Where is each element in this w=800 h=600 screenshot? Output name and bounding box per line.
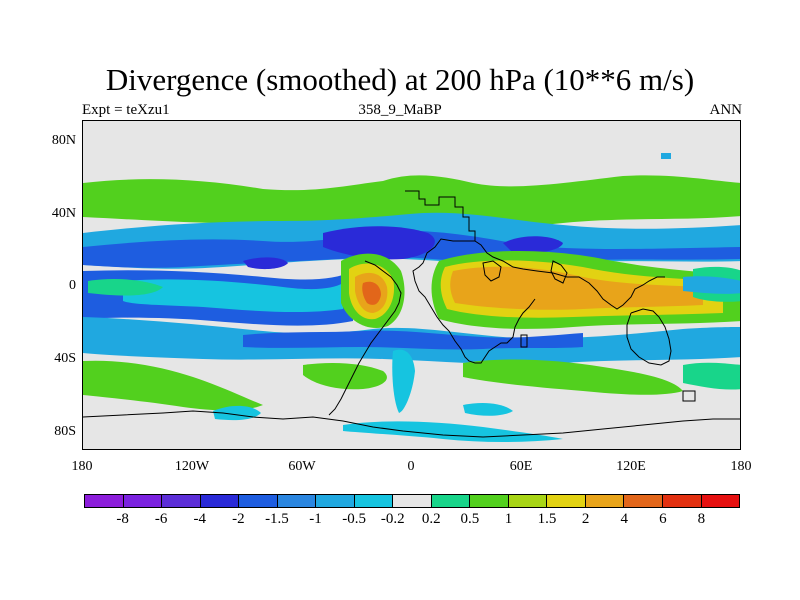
- deep-blue-core-north: [323, 226, 435, 260]
- south-green-band: [83, 360, 263, 411]
- south-green-atlantic: [303, 363, 387, 390]
- legend-label: 1.5: [537, 511, 557, 527]
- coast-australia: [626, 308, 672, 366]
- legend-color-box: [508, 495, 548, 507]
- legend-color-box: [662, 495, 702, 507]
- y-tick-80n: 80N: [51, 133, 76, 148]
- y-tick-0: 0: [69, 278, 76, 293]
- legend-color-box: [585, 495, 625, 507]
- y-tick-40n: 40N: [51, 206, 76, 221]
- legend-color-box: [547, 495, 586, 507]
- x-tick-180-west: 180: [71, 459, 93, 474]
- legend-label: -1.5: [265, 511, 289, 527]
- legend-label: 0.5: [460, 511, 480, 527]
- legend-label: -2: [232, 511, 245, 527]
- coast-antarctica: [83, 410, 740, 438]
- x-tick-60e: 60E: [509, 459, 533, 474]
- south-green-indian: [463, 359, 683, 395]
- south-cyan-patch-2: [392, 349, 415, 413]
- coast-south-america: [328, 260, 402, 416]
- equatorial-cyan-west: [123, 279, 343, 313]
- season-label: ANN: [709, 102, 743, 118]
- legend-color-box: [624, 495, 663, 507]
- legend-color-box: [239, 495, 278, 507]
- south-america-divergence-red: [362, 281, 381, 305]
- legend-color-box: [701, 495, 740, 507]
- x-tick-0: 0: [407, 459, 415, 474]
- color-legend: [84, 494, 740, 508]
- south-green-pacific: [683, 362, 740, 390]
- legend-color-box: [316, 495, 355, 507]
- divergence-map: [82, 120, 741, 450]
- legend-color-box: [393, 495, 432, 507]
- y-tick-80s: 80S: [54, 424, 76, 439]
- legend-label: 2: [581, 511, 590, 527]
- coast-madagascar: [520, 334, 528, 348]
- coast-europe-africa: [405, 190, 536, 364]
- x-tick-120w: 120W: [174, 459, 210, 474]
- arctic-cyan-dot: [661, 153, 671, 159]
- legend-color-box: [277, 495, 317, 507]
- antarctic-cyan-patch: [463, 403, 513, 416]
- x-tick-120e: 120E: [616, 459, 646, 474]
- legend-label: 0.2: [421, 511, 441, 527]
- experiment-label: Expt = teXzu1: [82, 102, 170, 118]
- legend-label: -6: [154, 511, 168, 527]
- legend-color-box: [123, 495, 163, 507]
- divergence-field: [83, 121, 740, 449]
- legend-label: -0.5: [342, 511, 366, 527]
- x-tick-180-east: 180: [730, 459, 752, 474]
- antarctic-cyan-band: [343, 421, 563, 442]
- legend-label: 6: [659, 511, 667, 527]
- legend-label: 8: [697, 511, 706, 527]
- legend-color-box: [200, 495, 240, 507]
- legend-color-box: [85, 495, 124, 507]
- x-tick-60w: 60W: [288, 459, 316, 474]
- legend-label: 4: [620, 511, 628, 527]
- legend-color-box: [431, 495, 471, 507]
- coast-new-zealand: [682, 390, 696, 402]
- run-id-label: 358_9_MaBP: [358, 102, 442, 118]
- coast-india: [550, 260, 568, 284]
- y-tick-40s: 40S: [54, 351, 76, 366]
- plot-title: Divergence (smoothed) at 200 hPa (10**6 …: [105, 62, 695, 97]
- legend-label: -1: [309, 511, 322, 527]
- legend-label: 1: [504, 511, 513, 527]
- legend-label: -4: [193, 511, 207, 527]
- legend-label: -0.2: [380, 511, 405, 527]
- equatorial-green-west: [88, 279, 163, 296]
- legend-label: -8: [116, 511, 129, 527]
- legend-color-box: [354, 495, 394, 507]
- green-band-north: [83, 175, 740, 226]
- coast-asia: [474, 240, 665, 310]
- africa-indian-divergence-orange: [450, 266, 703, 310]
- blue-core-west: [243, 257, 288, 270]
- legend-color-box: [162, 495, 201, 507]
- legend-color-box: [470, 495, 509, 507]
- coast-arabia: [482, 260, 502, 282]
- coastlines: [83, 190, 740, 438]
- east-pacific-cyan-tongue: [683, 276, 740, 294]
- blue-core-east: [503, 236, 563, 254]
